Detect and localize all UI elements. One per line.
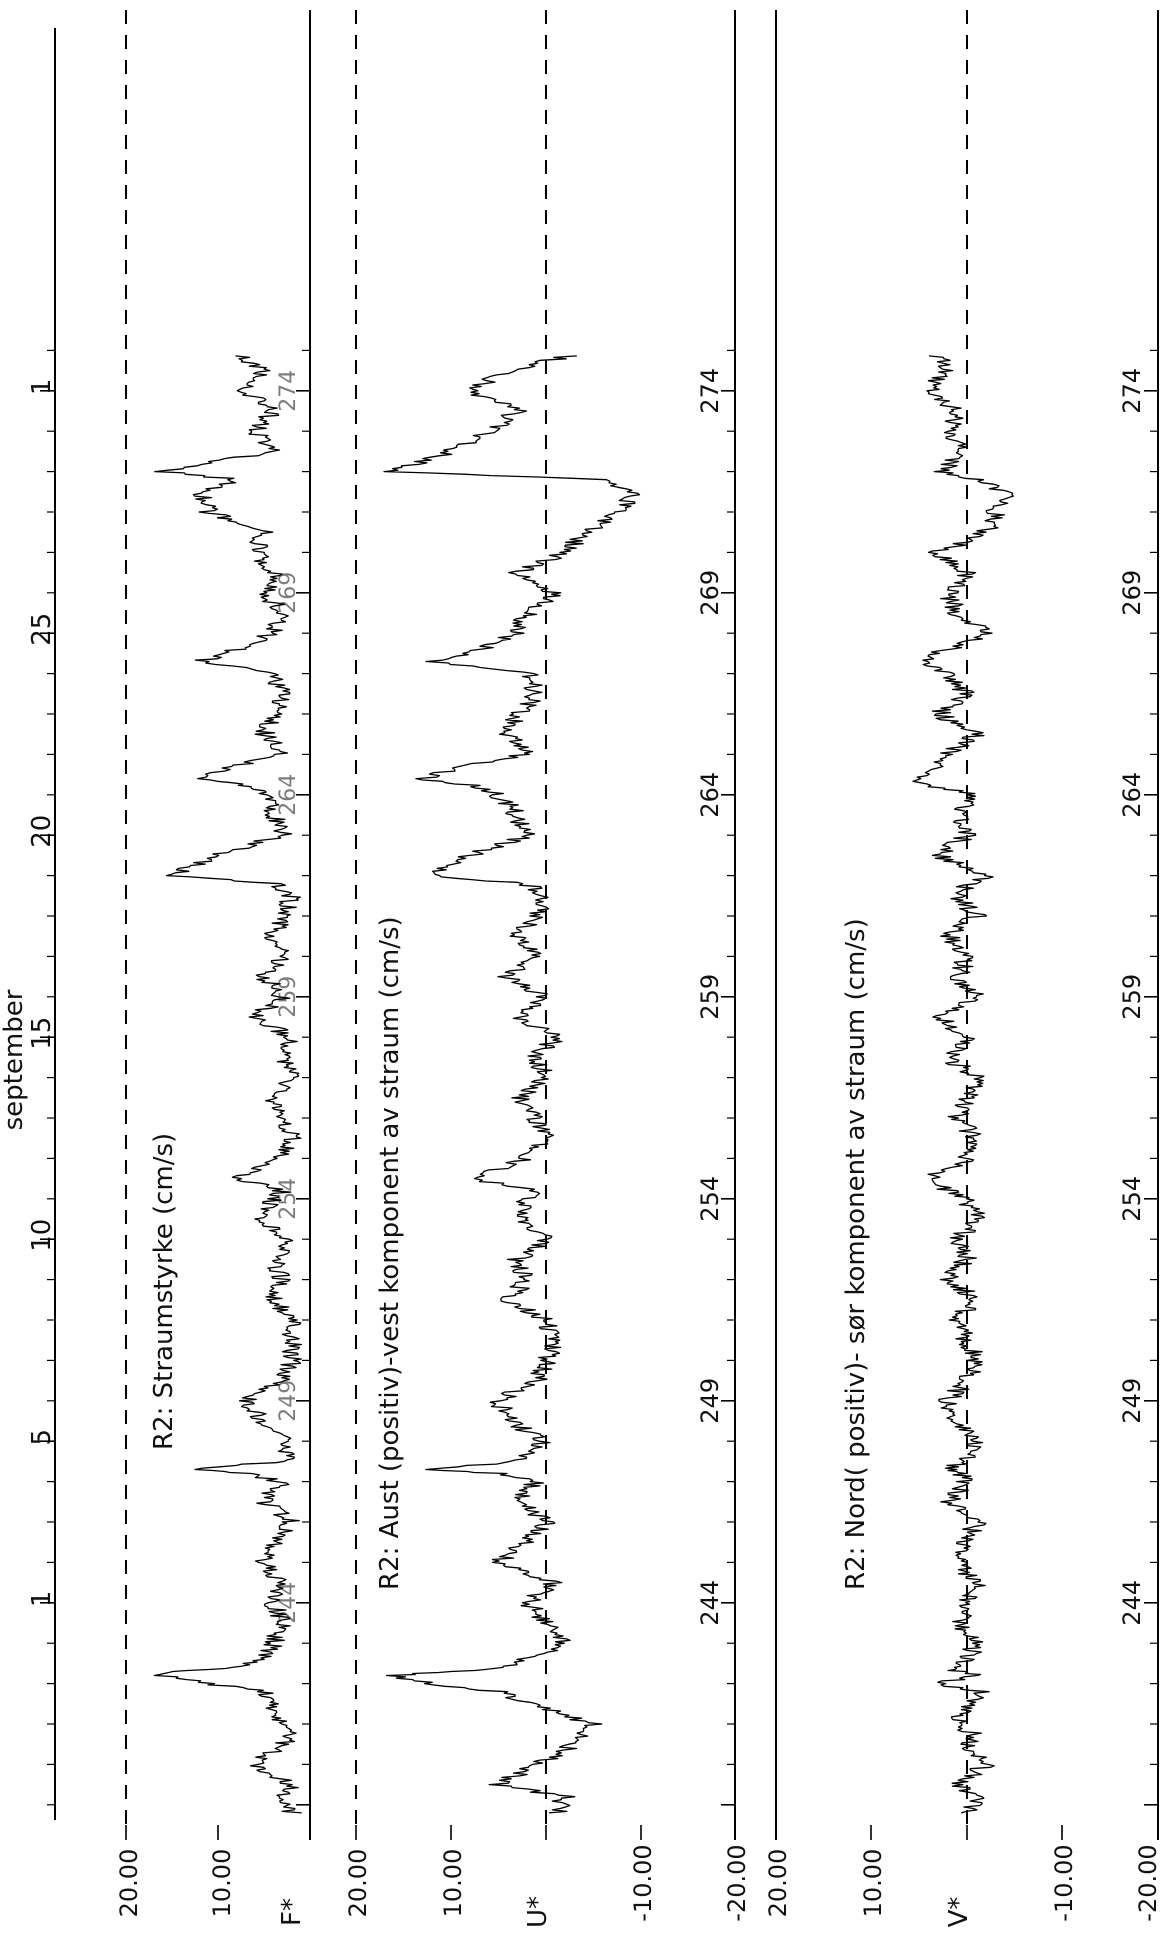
panel-speed: R2: Straumstyrke (cm/s) F* 20.00 10.00 2… (115, 10, 311, 1926)
panel-north: R2: Nord( positiv)- sør komponent av str… (764, 10, 1162, 1927)
overlay-day-label-274: 274 (276, 370, 301, 412)
overlay-day-label-269: 269 (276, 572, 301, 614)
panel-north-ytick-10: 10.00 (859, 1849, 887, 1918)
date-tick-label-0: 1 (27, 1591, 57, 1608)
day-label-264: 264 (696, 772, 724, 818)
date-axis-title: september (0, 989, 29, 1130)
overlay-day-label-249: 249 (276, 1380, 301, 1422)
panel-north-day-labels: 244 249 254 259 264 269 274 (1118, 368, 1146, 1626)
panel-north-ylabel: V* (944, 1897, 974, 1928)
panel-east-ylabel: U* (523, 1896, 553, 1928)
panel-speed-title: R2: Straumstyrke (cm/s) (149, 1133, 179, 1450)
overlay-day-label-259: 259 (276, 976, 301, 1018)
day-label-244: 244 (1118, 1580, 1146, 1626)
day-label-269: 269 (1118, 570, 1146, 616)
panel-speed-overlay-labels: 244 249 254 259 264 269 274 (276, 370, 301, 1624)
panel-north-xticks (1144, 349, 1158, 1806)
date-tick-label-4: 20 (27, 815, 57, 848)
panel-east-ytick-20: 20.00 (344, 1849, 372, 1918)
series-speed-line (153, 355, 303, 1814)
day-label-254: 254 (696, 1176, 724, 1222)
day-label-259: 259 (1118, 974, 1146, 1020)
panel-north-ytick-neg20: -20.00 (1134, 1844, 1162, 1921)
day-label-274: 274 (1118, 368, 1146, 414)
panel-east-title: R2: Aust (positiv)-vest komponent av str… (375, 916, 405, 1590)
panel-speed-ytick-20: 20.00 (115, 1849, 143, 1918)
panel-speed-ytick-10: 10.00 (208, 1849, 236, 1918)
panel-east-xticks (721, 349, 735, 1806)
day-label-249: 249 (696, 1378, 724, 1424)
overlay-day-label-264: 264 (276, 774, 301, 816)
panel-east-ytick-10: 10.00 (439, 1849, 467, 1918)
day-label-249: 249 (1118, 1378, 1146, 1424)
day-label-259: 259 (696, 974, 724, 1020)
panel-east-day-labels: 244 249 254 259 264 269 274 (696, 368, 724, 1626)
panel-east: R2: Aust (positiv)-vest komponent av str… (344, 10, 751, 1928)
date-tick-label-3: 15 (27, 1017, 57, 1050)
panel-east-ytick-neg10: -10.00 (629, 1844, 657, 1921)
panel-speed-xticks (296, 349, 310, 1806)
panel-north-title: R2: Nord( positiv)- sør komponent av str… (841, 918, 871, 1590)
overlay-day-label-244: 244 (276, 1582, 301, 1624)
day-label-254: 254 (1118, 1176, 1146, 1222)
day-label-269: 269 (696, 570, 724, 616)
panel-speed-ylabel: F* (277, 1898, 307, 1926)
day-label-274: 274 (696, 368, 724, 414)
series-east-line (383, 355, 641, 1814)
date-tick-label-1: 5 (27, 1429, 57, 1446)
panel-east-ytick-neg20: -20.00 (723, 1844, 751, 1921)
day-label-244: 244 (696, 1580, 724, 1626)
day-label-264: 264 (1118, 772, 1146, 818)
date-tick-label-6: 1 (27, 379, 57, 396)
date-tick-label-2: 10 (27, 1219, 57, 1252)
panel-north-ytick-20: 20.00 (764, 1849, 792, 1918)
panel-north-ytick-neg10: -10.00 (1050, 1844, 1078, 1921)
date-tick-label-5: 25 (27, 613, 57, 646)
overlay-day-label-254: 254 (276, 1178, 301, 1220)
series-north-line (912, 355, 1014, 1814)
